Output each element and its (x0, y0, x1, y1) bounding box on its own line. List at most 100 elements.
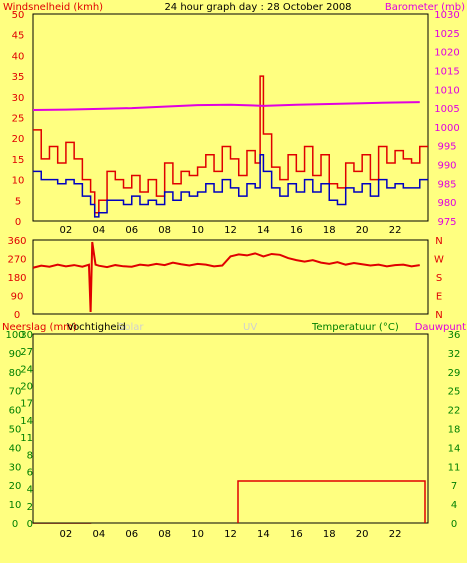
barometer-axis-label: Barometer (mb) (385, 2, 465, 13)
uv-label: UV (243, 322, 257, 333)
rain-tick-label: 60 (9, 406, 22, 417)
barometer-tick-label: 1020 (434, 48, 459, 59)
temperature-tick-label: 7 (451, 481, 457, 492)
panel1-hour-label: 14 (257, 225, 270, 236)
direction-tick-label: 360 (7, 236, 26, 247)
temperature-tick-label: 29 (448, 368, 461, 379)
panel1-lines (32, 75, 428, 218)
humidity-tick-label: 0 (27, 519, 33, 530)
rain-tick-label: 10 (9, 500, 22, 511)
compass-label: E (436, 292, 442, 303)
rain-tick-label: 40 (9, 443, 22, 454)
humidity-tick-label: 6 (27, 467, 33, 478)
panel2-border (32, 239, 429, 315)
wind-line (33, 75, 428, 214)
temperature-tick-label: 11 (448, 462, 461, 473)
compass-label: W (434, 255, 444, 266)
panel1-hour-label: 22 (389, 225, 402, 236)
direction-tick-label: 0 (14, 310, 20, 321)
temperature-tick-label: 14 (448, 443, 461, 454)
barometer-tick-label: 1000 (434, 123, 459, 134)
compass-label: S (436, 273, 442, 284)
temperature-tick-label: 32 (448, 349, 461, 360)
barometer-tick-label: 980 (437, 198, 456, 209)
compass-label: N (435, 236, 442, 247)
wind-tick-label: 40 (12, 51, 25, 62)
panel1-hour-label: 18 (323, 225, 336, 236)
chart-title: 24 hour graph day : 28 October 2008 (164, 2, 351, 13)
temperature-axis-label: Temperatuur (°C) (311, 322, 399, 333)
panel1-hour-label: 10 (191, 225, 204, 236)
solar-label: Solar (118, 322, 144, 333)
dewpoint-axis-label: Dauwpunt (415, 322, 466, 333)
humidity-tick-label: 24 (20, 364, 33, 375)
humidity-tick-label: 8 (27, 450, 33, 461)
humidity-tick-label: 30 (20, 330, 33, 341)
panel2-lines (32, 241, 420, 312)
barometer-tick-label: 1030 (434, 10, 459, 21)
wind-tick-label: 5 (15, 196, 21, 207)
humidity-tick-label: 14 (20, 416, 33, 427)
panel1-hour-label: 06 (125, 225, 138, 236)
rain-box (237, 480, 426, 523)
wind-tick-label: 45 (12, 31, 25, 42)
direction-tick-label: 90 (11, 292, 24, 303)
humidity-tick-label: 20 (20, 382, 33, 393)
rain-tick-label: 70 (9, 387, 22, 398)
humidity-tick-label: 2 (27, 502, 33, 513)
wind-tick-label: 35 (12, 72, 25, 83)
barometer-tick-label: 975 (437, 217, 456, 228)
panel3-hour-label: 06 (125, 529, 138, 540)
rain-tick-label: 80 (9, 368, 22, 379)
rain-tick-label: 100 (5, 330, 24, 341)
wind-tick-label: 30 (12, 93, 25, 104)
panel1-hour-label: 16 (290, 225, 303, 236)
temperature-tick-label: 0 (451, 519, 457, 530)
temperature-tick-label: 22 (448, 406, 461, 417)
barometer-tick-label: 995 (437, 142, 456, 153)
panel1-border (32, 13, 429, 222)
rain-tick-label: 20 (9, 481, 22, 492)
panel3-hour-label: 02 (60, 529, 73, 540)
temperature-tick-label: 18 (448, 425, 461, 436)
rain-tick-label: 30 (9, 462, 22, 473)
panel3-hour-label: 08 (158, 529, 171, 540)
wind-tick-label: 20 (12, 134, 25, 145)
axis-ticks: 0510152025303540455097598098599099510001… (5, 10, 460, 540)
direction-tick-label: 270 (7, 255, 26, 266)
rain-tick-label: 50 (9, 425, 22, 436)
barometer-tick-label: 1005 (434, 104, 459, 115)
wind-tick-label: 15 (12, 155, 25, 166)
panel1-hour-label: 08 (158, 225, 171, 236)
panel1-hour-label: 04 (92, 225, 105, 236)
temperature-tick-label: 36 (448, 330, 461, 341)
humidity-tick-label: 27 (20, 347, 33, 358)
panel3-hour-label: 04 (92, 529, 105, 540)
panel3-hour-label: 20 (356, 529, 369, 540)
rain-tick-label: 90 (9, 349, 22, 360)
barometer-line (32, 101, 420, 111)
wind-tick-label: 0 (15, 217, 21, 228)
panel1-hour-label: 20 (356, 225, 369, 236)
panel3-hour-label: 14 (257, 529, 270, 540)
rain-axis-label: Neerslag (mm) (2, 322, 77, 333)
panel1-hour-label: 12 (224, 225, 237, 236)
humidity-tick-label: 11 (20, 433, 33, 444)
barometer-tick-label: 1015 (434, 66, 459, 77)
barometer-tick-label: 990 (437, 161, 456, 172)
direction-tick-label: 180 (7, 273, 26, 284)
wind-axis-label: Windsnelheid (kmh) (3, 2, 103, 13)
barometer-tick-label: 1010 (434, 85, 459, 96)
rain-tick-label: 0 (12, 519, 18, 530)
panel3-hour-label: 12 (224, 529, 237, 540)
humidity-tick-label: 4 (27, 485, 33, 496)
wind-tick-label: 10 (12, 176, 25, 187)
barometer-tick-label: 1025 (434, 29, 459, 40)
panel3-border (32, 333, 429, 524)
panel3-hour-label: 16 (290, 529, 303, 540)
barometer-tick-label: 985 (437, 179, 456, 190)
panel3-hour-label: 10 (191, 529, 204, 540)
gust-line (33, 154, 428, 218)
wind-tick-label: 50 (12, 10, 25, 21)
